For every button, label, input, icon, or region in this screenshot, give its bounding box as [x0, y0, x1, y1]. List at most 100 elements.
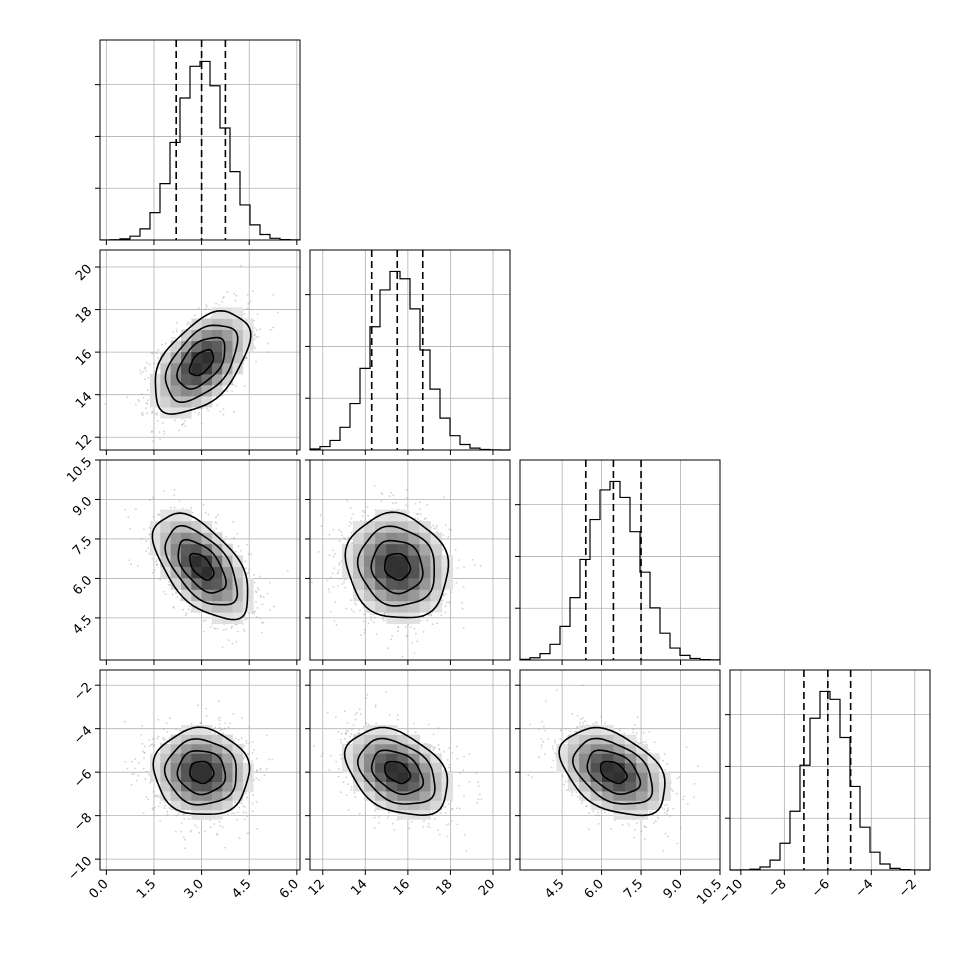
density-cell — [160, 509, 171, 522]
density-cell — [430, 555, 442, 567]
panel-frame — [99, 249, 301, 451]
sample-point — [221, 646, 224, 649]
sample-point — [216, 404, 219, 407]
sample-point — [156, 559, 158, 561]
sample-point — [216, 832, 218, 835]
sample-point — [155, 352, 158, 355]
density-cell — [211, 340, 223, 353]
sample-point — [338, 563, 340, 566]
sample-point — [197, 704, 200, 707]
sample-point — [175, 728, 178, 731]
sample-point — [141, 411, 144, 414]
sample-point — [320, 525, 323, 528]
sample-point — [259, 328, 261, 331]
panel-frame — [729, 669, 931, 871]
sample-point — [243, 756, 246, 758]
sample-point — [444, 605, 447, 608]
sample-point — [145, 540, 148, 543]
sample-point — [440, 614, 443, 616]
sample-point — [243, 385, 246, 388]
sample-point — [419, 501, 421, 504]
density-cell — [170, 351, 182, 364]
sample-point — [431, 623, 434, 626]
sample-point — [435, 527, 437, 529]
sample-point — [286, 570, 289, 572]
sample-point — [347, 536, 350, 539]
sample-point — [185, 612, 188, 615]
sample-point — [366, 506, 369, 508]
sample-point — [448, 528, 451, 531]
density-cell — [430, 543, 442, 556]
sample-point — [202, 630, 205, 633]
sample-point — [337, 585, 339, 587]
density-cell — [408, 578, 420, 590]
sample-point — [441, 599, 444, 602]
sample-point — [256, 607, 259, 609]
density-cell — [211, 566, 223, 579]
sample-point — [423, 660, 425, 662]
density-cell — [211, 318, 223, 330]
sample-point — [243, 818, 246, 820]
sample-point — [202, 503, 205, 506]
sample-point — [204, 619, 207, 622]
sample-point — [272, 326, 274, 329]
sample-point — [152, 440, 155, 443]
density-cell — [386, 532, 398, 545]
sample-point — [344, 538, 347, 541]
density-cell — [211, 532, 223, 545]
sample-point — [138, 400, 140, 402]
sample-point — [442, 533, 445, 536]
sample-point — [153, 412, 156, 415]
sample-point — [151, 352, 154, 355]
sample-point — [236, 623, 238, 626]
sample-point — [226, 390, 229, 393]
sample-point — [221, 826, 224, 829]
sample-point — [222, 732, 224, 735]
sample-point — [157, 357, 160, 359]
density-cell — [397, 555, 409, 567]
sample-point — [151, 410, 154, 413]
density-cell — [170, 373, 182, 386]
sample-point — [246, 832, 248, 835]
panel-frame — [309, 459, 511, 661]
sample-point — [205, 303, 208, 306]
sample-point — [159, 578, 162, 581]
sample-point — [247, 302, 250, 305]
panel-background — [100, 40, 300, 240]
density-cell — [211, 362, 223, 375]
sample-point — [405, 625, 407, 628]
sample-point — [253, 581, 256, 584]
sample-point — [372, 613, 375, 616]
sample-point — [156, 413, 158, 416]
sample-point — [225, 535, 227, 538]
density-cell — [397, 600, 409, 613]
density-contour — [164, 524, 239, 606]
sample-point — [418, 508, 421, 511]
sample-point — [422, 630, 425, 633]
sample-point — [392, 494, 395, 497]
sample-point — [151, 557, 154, 560]
sample-point — [156, 419, 159, 422]
sample-point — [186, 323, 189, 326]
sample-point — [191, 511, 194, 514]
sample-point — [432, 524, 435, 527]
sample-point — [407, 624, 409, 626]
density-cell — [181, 362, 192, 375]
sample-point — [433, 527, 436, 530]
sample-point — [156, 563, 159, 566]
density-cell — [181, 578, 192, 590]
sample-point — [215, 527, 218, 530]
density-cell — [211, 384, 223, 397]
sample-point — [463, 566, 465, 569]
sample-point — [159, 438, 162, 440]
sample-point — [209, 826, 212, 829]
sample-point — [254, 610, 256, 613]
density-cell — [419, 566, 431, 579]
density-cell — [191, 521, 202, 533]
density-cell — [232, 351, 244, 364]
density-cell — [201, 543, 213, 556]
density-cell — [242, 329, 254, 342]
sample-point — [373, 484, 376, 487]
sample-point — [247, 553, 250, 556]
sample-point — [145, 402, 148, 404]
